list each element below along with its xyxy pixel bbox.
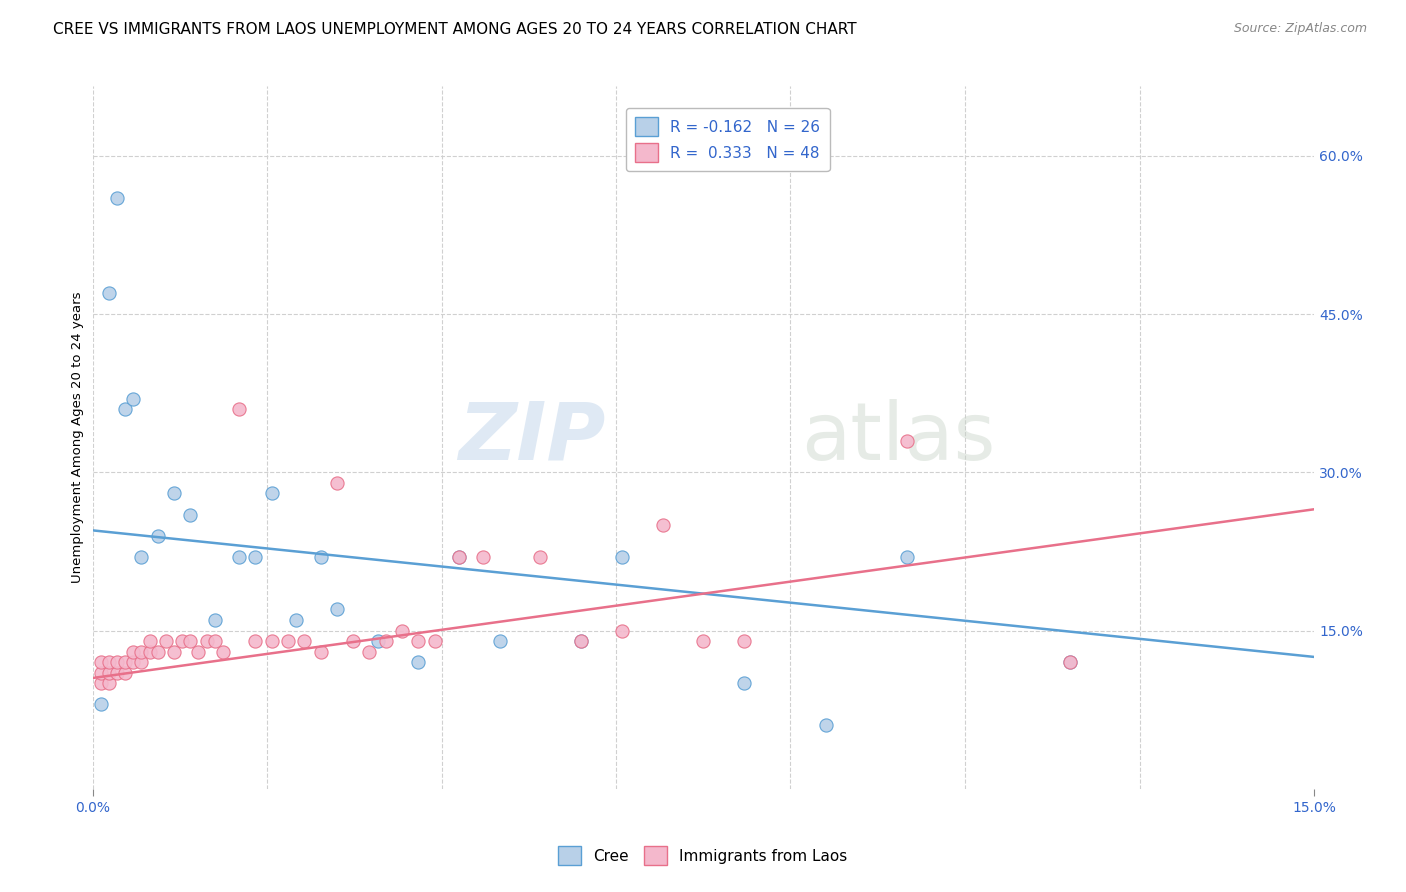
Point — [326, 602, 349, 616]
Point — [285, 613, 308, 627]
Point — [1059, 655, 1081, 669]
Point — [651, 518, 673, 533]
Point — [138, 645, 160, 659]
Point — [260, 634, 283, 648]
Point — [488, 634, 510, 648]
Point — [204, 613, 226, 627]
Text: CREE VS IMMIGRANTS FROM LAOS UNEMPLOYMENT AMONG AGES 20 TO 24 YEARS CORRELATION : CREE VS IMMIGRANTS FROM LAOS UNEMPLOYMEN… — [53, 22, 858, 37]
Point — [733, 676, 755, 690]
Point — [228, 549, 250, 564]
Point — [204, 634, 226, 648]
Point — [179, 634, 201, 648]
Point — [122, 392, 145, 406]
Point — [172, 634, 194, 648]
Point — [309, 549, 332, 564]
Point — [610, 624, 633, 638]
Point — [163, 486, 186, 500]
Point — [131, 549, 153, 564]
Point — [97, 286, 120, 301]
Point — [610, 549, 633, 564]
Point — [97, 665, 120, 680]
Point — [245, 634, 267, 648]
Point — [195, 634, 218, 648]
Point — [447, 549, 470, 564]
Point — [97, 655, 120, 669]
Point — [131, 645, 153, 659]
Point — [114, 655, 136, 669]
Point — [187, 645, 209, 659]
Point — [228, 402, 250, 417]
Point — [146, 645, 169, 659]
Point — [277, 634, 299, 648]
Point — [138, 634, 160, 648]
Point — [896, 434, 918, 448]
Point — [326, 475, 349, 490]
Point — [155, 634, 177, 648]
Y-axis label: Unemployment Among Ages 20 to 24 years: Unemployment Among Ages 20 to 24 years — [72, 292, 84, 583]
Text: Source: ZipAtlas.com: Source: ZipAtlas.com — [1233, 22, 1367, 36]
Point — [692, 634, 714, 648]
Point — [105, 655, 128, 669]
Point — [122, 655, 145, 669]
Text: atlas: atlas — [801, 399, 995, 476]
Point — [733, 634, 755, 648]
Text: ZIP: ZIP — [458, 399, 606, 476]
Point — [367, 634, 389, 648]
Legend: R = -0.162   N = 26, R =  0.333   N = 48: R = -0.162 N = 26, R = 0.333 N = 48 — [626, 108, 830, 171]
Legend: Cree, Immigrants from Laos: Cree, Immigrants from Laos — [553, 840, 853, 871]
Point — [212, 645, 235, 659]
Point — [114, 665, 136, 680]
Point — [1059, 655, 1081, 669]
Point — [423, 634, 446, 648]
Point — [408, 655, 430, 669]
Point — [569, 634, 592, 648]
Point — [814, 718, 837, 732]
Point — [131, 655, 153, 669]
Point — [163, 645, 186, 659]
Point — [342, 634, 364, 648]
Point — [146, 528, 169, 542]
Point — [374, 634, 396, 648]
Point — [408, 634, 430, 648]
Point — [309, 645, 332, 659]
Point — [90, 665, 112, 680]
Point — [179, 508, 201, 522]
Point — [90, 655, 112, 669]
Point — [447, 549, 470, 564]
Point — [245, 549, 267, 564]
Point — [391, 624, 413, 638]
Point — [90, 698, 112, 712]
Point — [359, 645, 381, 659]
Point — [260, 486, 283, 500]
Point — [292, 634, 315, 648]
Point — [97, 676, 120, 690]
Point — [569, 634, 592, 648]
Point — [896, 549, 918, 564]
Point — [114, 402, 136, 417]
Point — [105, 191, 128, 205]
Point — [472, 549, 495, 564]
Point — [122, 645, 145, 659]
Point — [105, 665, 128, 680]
Point — [90, 676, 112, 690]
Point — [529, 549, 551, 564]
